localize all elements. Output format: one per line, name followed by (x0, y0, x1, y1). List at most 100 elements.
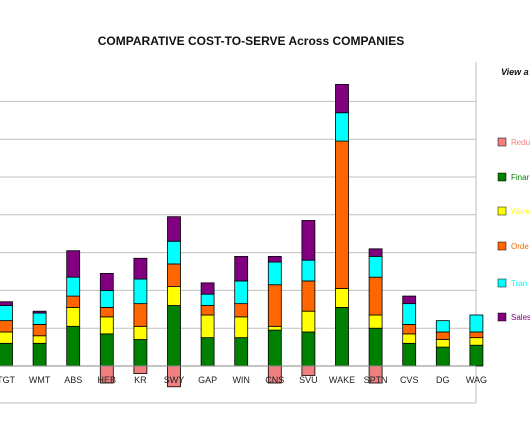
x-tick-label: KR (134, 375, 147, 385)
bar-segment-dg-finar (435, 346, 450, 367)
chart-title: COMPARATIVE COST-TO-SERVE Across COMPANI… (98, 34, 405, 48)
x-tick-label: GAP (198, 375, 217, 385)
legend: Redu Finar Ware Orde Tran Sales (497, 137, 530, 322)
bar-segment-gap-orde (200, 305, 215, 316)
bar-segment-abs-finar (66, 325, 81, 367)
legend-label-redu: Redu (511, 138, 530, 147)
bar-segment-wag-tran (469, 314, 484, 333)
legend-label-orde: Orde (511, 242, 529, 251)
legend-swatch-tran (497, 278, 507, 288)
bar-segment-kr-finar (133, 339, 148, 367)
bar-segment-svu-tran (301, 259, 316, 282)
bar-segment-tgt-ware (0, 331, 13, 344)
bar-segment-svu-ware (301, 310, 316, 333)
bar-segment-win-sales (234, 255, 249, 282)
legend-swatch-ware (497, 206, 507, 216)
bar-segment-wmt-tran (32, 312, 47, 325)
bar-segment-dg-tran (435, 320, 450, 333)
bar-segment-abs-sales (66, 250, 81, 278)
bar-segment-swy-sales (167, 216, 181, 242)
bar-segment-dg-ware (435, 339, 450, 348)
legend-swatch-orde (497, 241, 507, 251)
bar-segment-sptn-ware (368, 314, 383, 329)
x-tick-label: SPTN (364, 375, 388, 385)
bar-segment-tgt-sales (0, 301, 13, 306)
bar-segment-tgt-orde (0, 320, 13, 333)
bar-segment-wake-finar (335, 307, 349, 367)
bar-segment-gap-finar (200, 337, 215, 367)
bar-segment-wag-ware (469, 337, 484, 346)
x-tick-label: CVS (400, 375, 419, 385)
bar-segment-swy-finar (167, 305, 181, 367)
bar-segment-abs-tran (66, 276, 81, 297)
bar-segment-heb-orde (99, 307, 114, 318)
legend-swatch-redu (497, 137, 507, 147)
legend-label-tran: Tran (511, 279, 527, 288)
bar-segment-wmt-ware (32, 335, 47, 344)
bar-segment-svu-orde (301, 280, 316, 312)
bar-segment-cns-ware (267, 325, 282, 331)
bar-segment-abs-orde (66, 295, 81, 308)
bar-segment-cns-sales (267, 255, 282, 263)
bar-segment-kr-redu (133, 365, 148, 374)
x-tick-label: WAKE (329, 375, 355, 385)
bar-segment-wmt-orde (32, 324, 47, 337)
legend-label-finar: Finar (511, 173, 530, 182)
bar-segment-cvs-ware (402, 333, 417, 344)
bar-segment-cns-orde (267, 284, 282, 327)
x-tick-label: SVU (299, 375, 318, 385)
x-tick-label: SWY (164, 375, 185, 385)
bar-segment-svu-finar (301, 331, 316, 367)
bars-group (0, 83, 484, 388)
bar-segment-wake-tran (335, 112, 349, 142)
bar-segment-wmt-finar (32, 342, 47, 367)
bar-segment-win-ware (234, 316, 249, 339)
bar-segment-kr-tran (133, 278, 148, 305)
bar-segment-wake-ware (335, 288, 349, 308)
bar-segment-swy-tran (167, 240, 181, 265)
x-tick-label: CNS (265, 375, 284, 385)
bar-segment-win-orde (234, 303, 249, 318)
x-tick-label: DG (436, 375, 450, 385)
bar-segment-cvs-sales (402, 295, 417, 305)
bar-segment-sptn-sales (368, 248, 383, 257)
bar-segment-svu-sales (301, 220, 316, 261)
x-tick-label: TGT (0, 375, 15, 385)
bar-segment-swy-orde (167, 263, 181, 288)
bar-segment-cvs-finar (402, 342, 417, 367)
legend-swatch-finar (497, 172, 507, 182)
bar-segment-win-finar (234, 337, 249, 367)
bar-segment-kr-ware (133, 325, 148, 340)
legend-swatch-sales (497, 312, 507, 322)
bar-segment-win-tran (234, 280, 249, 305)
bar-segment-heb-tran (99, 289, 114, 308)
legend-label-ware: Ware (511, 207, 530, 216)
bar-segment-gap-ware (200, 314, 215, 339)
x-tick-label: WMT (29, 375, 51, 385)
x-tick-label: HEB (98, 375, 117, 385)
bar-segment-wake-orde (335, 140, 349, 289)
bar-segment-cvs-tran (402, 303, 417, 325)
bar-segment-tgt-tran (0, 305, 13, 322)
bar-segment-wag-finar (469, 344, 484, 367)
x-tick-label: WAG (466, 375, 487, 385)
x-tick-labels: TGT WMT ABS HEB KR SWY GAP WIN CNS SVU WAKE SPTN CVS… (0, 375, 487, 385)
bar-segment-heb-sales (99, 272, 114, 291)
bar-segment-dg-orde (435, 331, 450, 340)
bar-segment-cns-tran (267, 261, 282, 286)
bar-segment-swy-ware (167, 286, 181, 306)
bar-segment-gap-tran (200, 293, 215, 306)
legend-label-sales: Sales (511, 313, 530, 322)
bar-segment-cns-finar (267, 329, 282, 367)
bar-segment-abs-ware (66, 307, 81, 327)
bar-segment-gap-sales (200, 282, 215, 295)
bar-segment-cvs-orde (402, 324, 417, 335)
bar-segment-kr-orde (133, 303, 148, 327)
legend-title: View a (501, 67, 529, 77)
bar-segment-wake-sales (335, 83, 349, 114)
x-tick-label: WIN (232, 375, 250, 385)
bar-segment-wag-orde (469, 331, 484, 339)
bar-segment-heb-ware (99, 316, 114, 335)
